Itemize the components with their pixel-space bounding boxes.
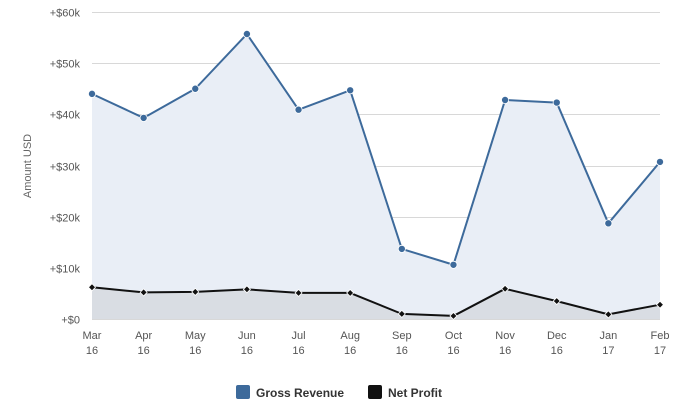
- x-tick-label: Mar 16: [83, 330, 102, 357]
- y-tick-label: +$0: [61, 315, 80, 327]
- data-point[interactable]: [449, 311, 458, 320]
- y-tick-label: +$40k: [50, 110, 81, 122]
- data-point[interactable]: [346, 86, 355, 95]
- x-tick-label: Apr 16: [135, 330, 152, 357]
- series-areas: [92, 34, 660, 319]
- data-point[interactable]: [191, 84, 200, 93]
- data-point[interactable]: [501, 284, 510, 293]
- x-axis-ticks: Mar 16 Apr 16 May 16 Jun 16 Jul 16 Aug 16 Sep 16 Oct 16…: [83, 330, 670, 357]
- data-point[interactable]: [397, 309, 406, 318]
- x-tick-label: Nov 16: [495, 330, 515, 357]
- y-axis-ticks: +$0 +$10k +$20k +$30k +$40k +$50k +$60k: [50, 8, 81, 327]
- x-tick-label: Aug 16: [340, 330, 360, 357]
- data-point[interactable]: [139, 113, 148, 122]
- data-point[interactable]: [191, 287, 200, 296]
- y-tick-label: +$10k: [50, 264, 81, 276]
- legend-label: Gross Revenue: [256, 386, 344, 400]
- data-point[interactable]: [552, 98, 561, 107]
- x-tick-label: Dec 16: [547, 330, 567, 357]
- line-gross-revenue: [91, 33, 661, 266]
- data-point[interactable]: [87, 283, 97, 292]
- data-point[interactable]: [655, 300, 665, 309]
- data-point[interactable]: [88, 89, 97, 98]
- data-point[interactable]: [604, 310, 613, 319]
- data-point[interactable]: [501, 96, 510, 105]
- area-net-profit: [92, 287, 660, 319]
- x-tick-label: Feb 17: [651, 330, 670, 357]
- x-tick-label: Sep 16: [392, 330, 412, 357]
- legend-swatch: [368, 385, 382, 399]
- legend[interactable]: Gross Revenue Net Profit: [236, 385, 442, 400]
- data-point[interactable]: [656, 157, 665, 166]
- legend-item[interactable]: Gross Revenue: [236, 385, 344, 400]
- data-point[interactable]: [294, 105, 303, 114]
- x-tick-label: Oct 16: [445, 330, 462, 357]
- y-tick-label: +$30k: [50, 162, 81, 174]
- legend-item[interactable]: Net Profit: [368, 385, 442, 400]
- legend-label: Net Profit: [388, 386, 442, 400]
- legend-swatch: [236, 385, 250, 399]
- data-point[interactable]: [449, 260, 458, 269]
- data-point[interactable]: [242, 30, 251, 39]
- data-point[interactable]: [294, 288, 303, 297]
- y-tick-label: +$50k: [50, 59, 81, 71]
- y-axis-title: Amount USD: [22, 134, 34, 198]
- data-point[interactable]: [346, 288, 355, 297]
- data-point[interactable]: [604, 219, 613, 228]
- x-tick-label: Jul 16: [292, 330, 306, 357]
- data-point[interactable]: [139, 288, 148, 297]
- data-point[interactable]: [242, 285, 251, 294]
- x-tick-label: May 16: [185, 330, 206, 357]
- x-tick-label: Jun 16: [238, 330, 256, 357]
- y-tick-label: +$60k: [50, 8, 81, 20]
- line-net-profit: [91, 286, 661, 317]
- data-point[interactable]: [552, 297, 561, 306]
- x-tick-label: Jan 17: [599, 330, 617, 357]
- y-tick-label: +$20k: [50, 213, 81, 225]
- area-gross-revenue: [92, 34, 660, 319]
- series-lines: [91, 33, 661, 317]
- data-point[interactable]: [397, 244, 406, 253]
- series-markers[interactable]: [87, 30, 665, 320]
